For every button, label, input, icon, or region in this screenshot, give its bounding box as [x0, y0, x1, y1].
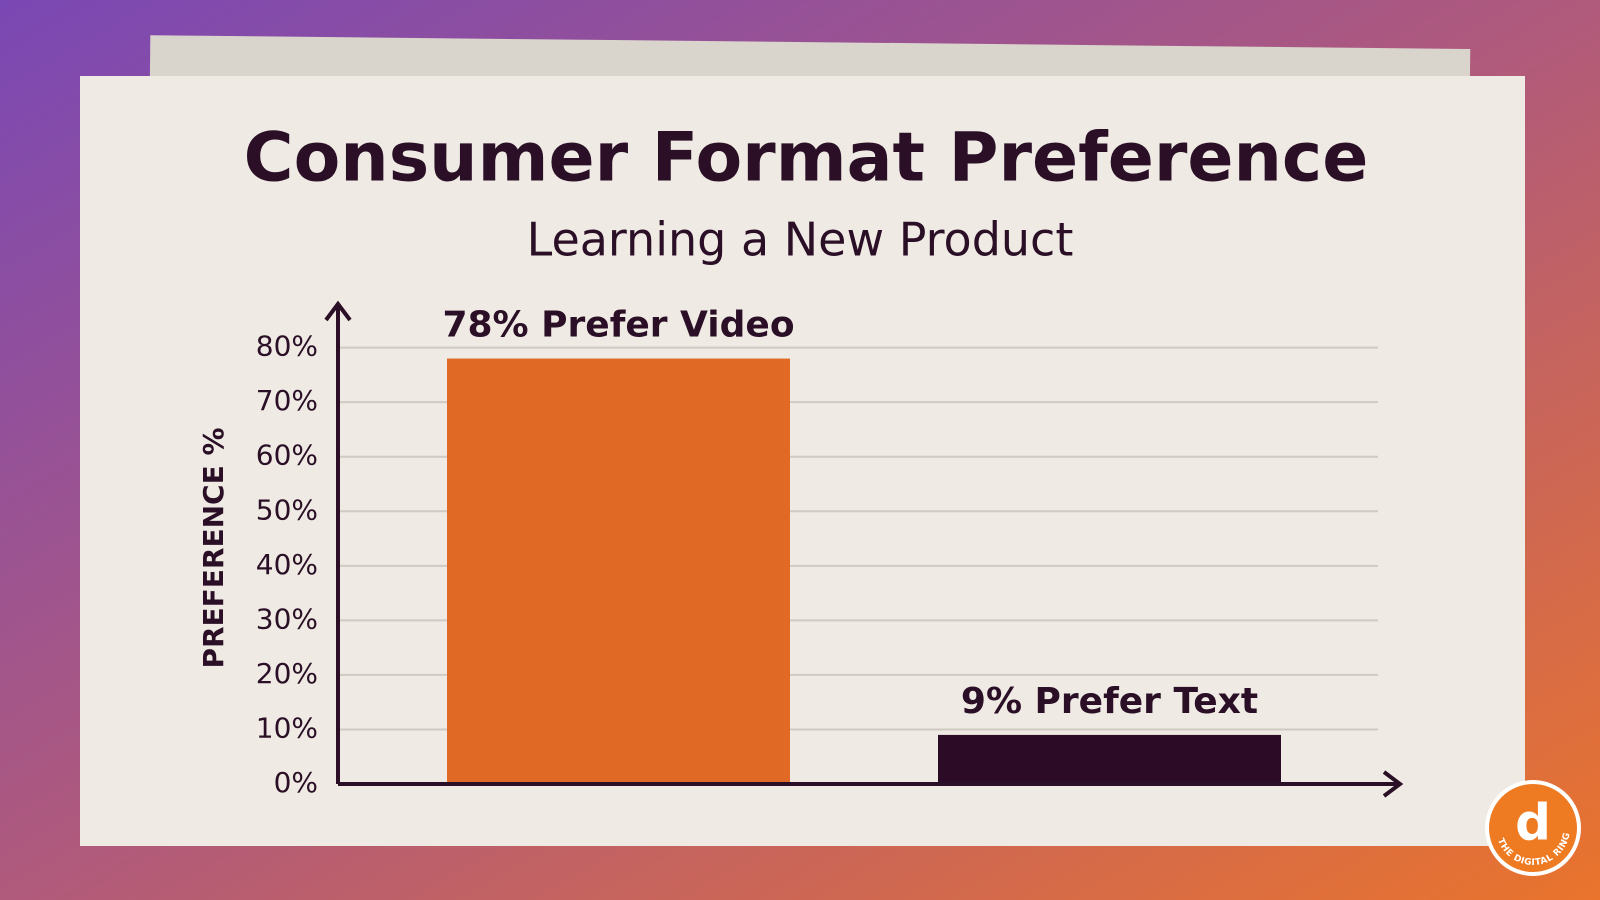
y-tick-label: 40%	[256, 548, 318, 581]
y-tick-label: 10%	[256, 711, 318, 744]
data-label: 9% Prefer Text	[961, 681, 1258, 722]
bar	[447, 358, 790, 784]
y-tick-label: 70%	[256, 384, 318, 417]
data-label: 78% Prefer Video	[442, 305, 794, 346]
y-arrow	[324, 300, 352, 322]
paper	[80, 76, 1525, 846]
chart-subtitle: Learning a New Product	[527, 213, 1074, 267]
axes	[324, 300, 1404, 798]
logo-mark: d	[1515, 794, 1551, 852]
y-tick-label: 0%	[274, 766, 318, 799]
y-axis-label: PREFERENCE %	[197, 427, 230, 668]
chart-title: Consumer Format Preference	[244, 119, 1369, 198]
x-arrow	[1382, 770, 1404, 798]
y-tick-label: 60%	[256, 439, 318, 472]
logo	[1485, 780, 1581, 876]
bar	[938, 734, 1281, 784]
y-tick-label: 50%	[256, 493, 318, 526]
y-tick-label: 20%	[256, 657, 318, 690]
y-tick-label: 30%	[256, 602, 318, 635]
y-tick-label: 80%	[256, 330, 318, 363]
